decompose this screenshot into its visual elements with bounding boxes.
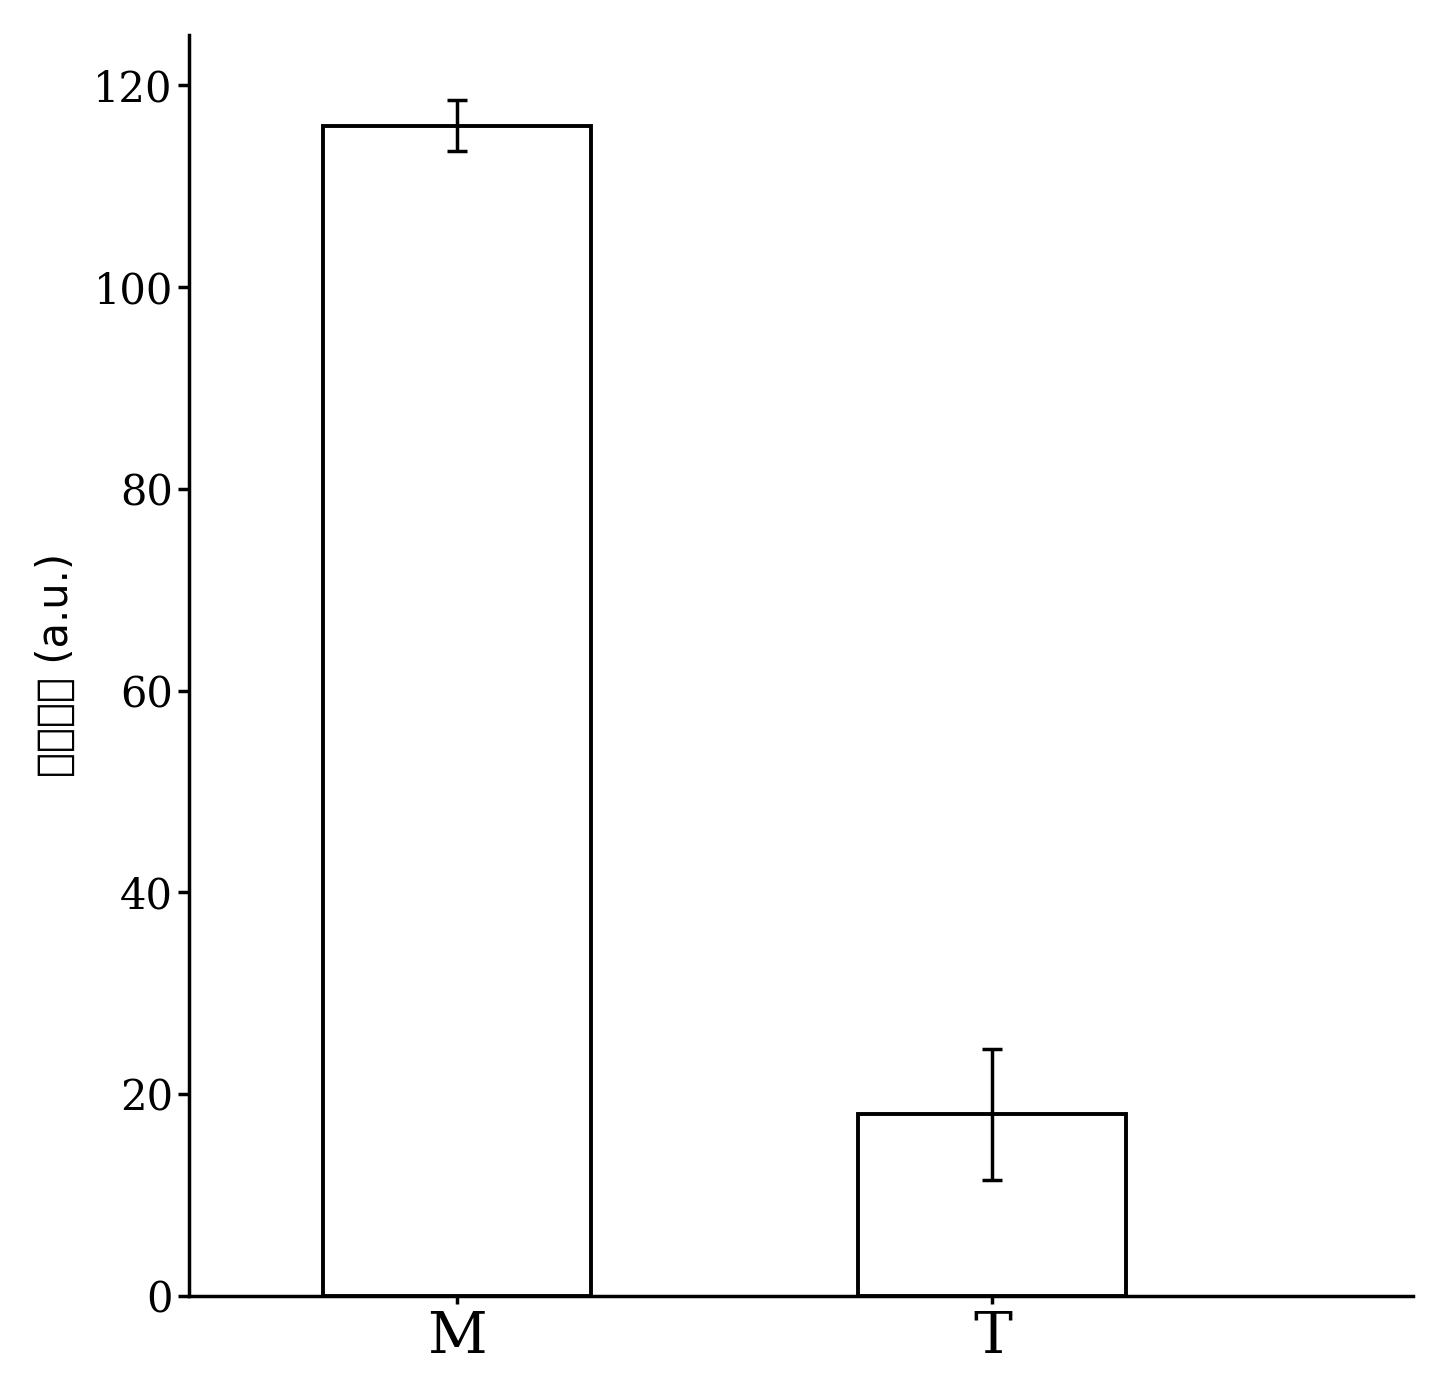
Y-axis label: 荧光强度 (a.u.): 荧光强度 (a.u.)	[35, 553, 77, 777]
Bar	[859, 1114, 1127, 1296]
Bar	[323, 126, 591, 1296]
